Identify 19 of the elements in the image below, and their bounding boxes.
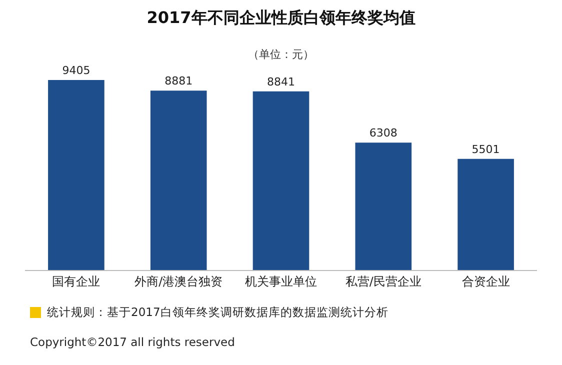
text: Copyright©2017 all rights reserved xyxy=(30,335,235,349)
x-tick-label: 国有企业 xyxy=(52,274,100,288)
data-label: 8881 xyxy=(164,74,193,88)
bar xyxy=(150,90,207,270)
x-tick-label: 外商/港澳台独资 xyxy=(134,274,223,288)
data-label: 6308 xyxy=(369,126,398,140)
bar xyxy=(252,91,310,270)
text: 统计规则：基于2017白领年终奖调研数据库的数据监测统计分析 xyxy=(47,305,388,320)
bar xyxy=(355,142,412,270)
data-label: 8841 xyxy=(267,75,295,88)
bar xyxy=(48,80,104,270)
data-label: 9405 xyxy=(62,64,90,77)
bar xyxy=(458,158,514,270)
chart-title: 2017年不同企业性质白领年终奖均值 xyxy=(146,8,416,28)
x-tick-label: 私营/民营企业 xyxy=(345,274,422,288)
chart-subtitle: （单位：元） xyxy=(248,48,314,61)
x-tick-label: 合资企业 xyxy=(462,274,510,288)
data-label: 5501 xyxy=(472,142,500,156)
x-tick-label: 机关事业单位 xyxy=(245,274,317,288)
